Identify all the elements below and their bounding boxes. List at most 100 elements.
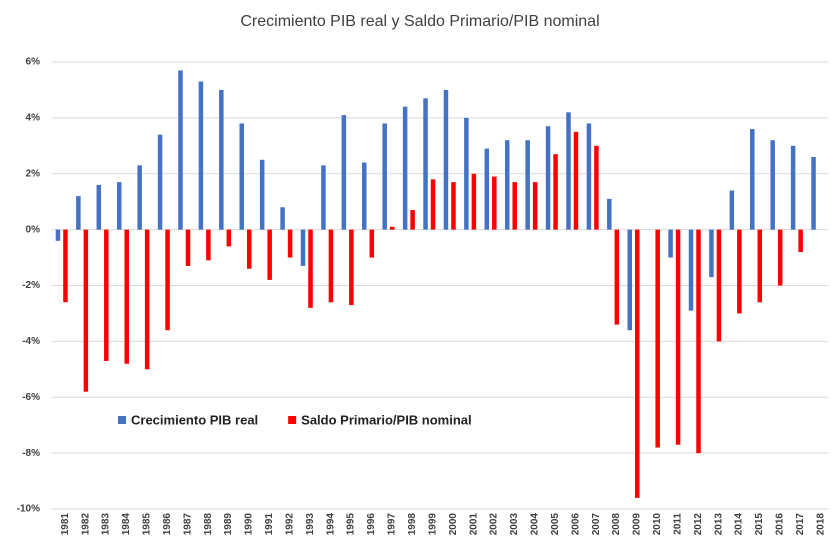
bar	[737, 229, 742, 314]
x-tick-label: 2003	[509, 513, 520, 536]
bar	[259, 159, 265, 230]
y-tick-label: 4%	[26, 113, 41, 124]
bar	[116, 182, 122, 230]
bar	[157, 134, 163, 230]
y-tick-label: -4%	[22, 336, 40, 347]
x-tick-label: 2017	[795, 513, 806, 536]
bar	[96, 184, 102, 230]
x-tick-label: 1999	[427, 513, 438, 536]
bar	[219, 89, 224, 230]
bar	[709, 229, 714, 278]
x-tick-label: 1996	[366, 513, 377, 536]
bar	[206, 229, 211, 261]
bar	[239, 123, 244, 230]
y-tick-label: -8%	[22, 448, 40, 459]
y-tick-label: 0%	[26, 224, 41, 235]
bar	[443, 89, 449, 230]
bar	[696, 229, 701, 454]
bar	[566, 112, 571, 230]
bar	[729, 190, 735, 230]
x-tick-label: 1981	[60, 513, 71, 536]
bar	[573, 131, 579, 230]
bar	[389, 226, 395, 230]
bar	[525, 140, 530, 230]
bar	[76, 196, 81, 230]
x-tick-label: 2014	[734, 513, 745, 536]
x-tick-label: 2002	[489, 513, 500, 536]
bar	[178, 70, 183, 230]
x-tick-label: 2015	[754, 513, 765, 536]
bar	[688, 229, 694, 311]
bar	[716, 229, 722, 342]
bar	[655, 229, 660, 448]
bar	[635, 229, 640, 498]
legend-label: Saldo Primario/PIB nominal	[301, 412, 471, 427]
legend-swatch	[288, 416, 297, 424]
x-tick-label: 1986	[162, 513, 173, 536]
y-tick-label: 6%	[26, 57, 41, 68]
bar	[63, 229, 68, 303]
bar	[484, 148, 490, 230]
bar	[362, 162, 367, 230]
bar	[545, 126, 551, 230]
bar	[267, 229, 272, 280]
bar	[382, 123, 387, 230]
bar	[402, 106, 408, 230]
bar	[757, 229, 763, 303]
bar	[83, 229, 89, 392]
legend-label: Crecimiento PIB real	[131, 412, 258, 427]
bar	[798, 229, 803, 252]
chart-title: Crecimiento PIB real y Saldo Primario/PI…	[240, 13, 599, 30]
x-tick-label: 2012	[693, 513, 704, 536]
y-tick-label: -2%	[22, 280, 40, 291]
x-tick-label: 1998	[407, 513, 418, 536]
bar	[504, 140, 510, 230]
bar	[165, 229, 170, 331]
x-tick-label: 1992	[284, 513, 295, 536]
bar	[586, 123, 592, 230]
bar	[321, 165, 326, 230]
y-tick-label: 2%	[26, 168, 41, 179]
bar	[512, 182, 517, 230]
x-tick-label: 1995	[346, 513, 357, 536]
bar	[144, 229, 150, 370]
bar	[471, 173, 477, 230]
bar	[104, 229, 109, 361]
bar	[430, 179, 436, 230]
bar	[492, 176, 497, 230]
x-tick-label: 2008	[611, 513, 622, 536]
x-tick-label: 1987	[182, 513, 193, 536]
bar	[790, 145, 796, 230]
bar	[675, 229, 681, 445]
bar	[198, 81, 204, 230]
x-tick-label: 1993	[305, 513, 316, 536]
bar	[137, 165, 142, 230]
bar	[423, 98, 428, 230]
bar	[124, 229, 129, 364]
bar	[627, 229, 632, 331]
x-tick-label: 2018	[815, 513, 826, 536]
bar	[750, 129, 755, 230]
x-tick-label: 1997	[387, 513, 398, 536]
x-tick-label: 2006	[570, 513, 581, 536]
bar	[770, 140, 775, 230]
bar	[300, 229, 306, 266]
bar	[614, 229, 620, 325]
bar	[668, 229, 673, 258]
x-tick-label: 1983	[101, 513, 112, 536]
x-tick-label: 2011	[672, 513, 683, 535]
x-tick-label: 1989	[223, 513, 234, 536]
bar	[410, 210, 415, 230]
x-tick-label: 2005	[550, 513, 561, 536]
x-tick-label: 2001	[468, 513, 479, 536]
x-tick-label: 1982	[80, 513, 91, 536]
bar	[341, 115, 347, 230]
bar	[607, 198, 612, 230]
bar	[328, 229, 334, 303]
bar	[308, 229, 313, 308]
bar	[247, 229, 252, 269]
x-tick-label: 2010	[652, 513, 663, 536]
x-tick-label: 2007	[591, 513, 602, 536]
x-tick-label: 2013	[713, 513, 724, 536]
